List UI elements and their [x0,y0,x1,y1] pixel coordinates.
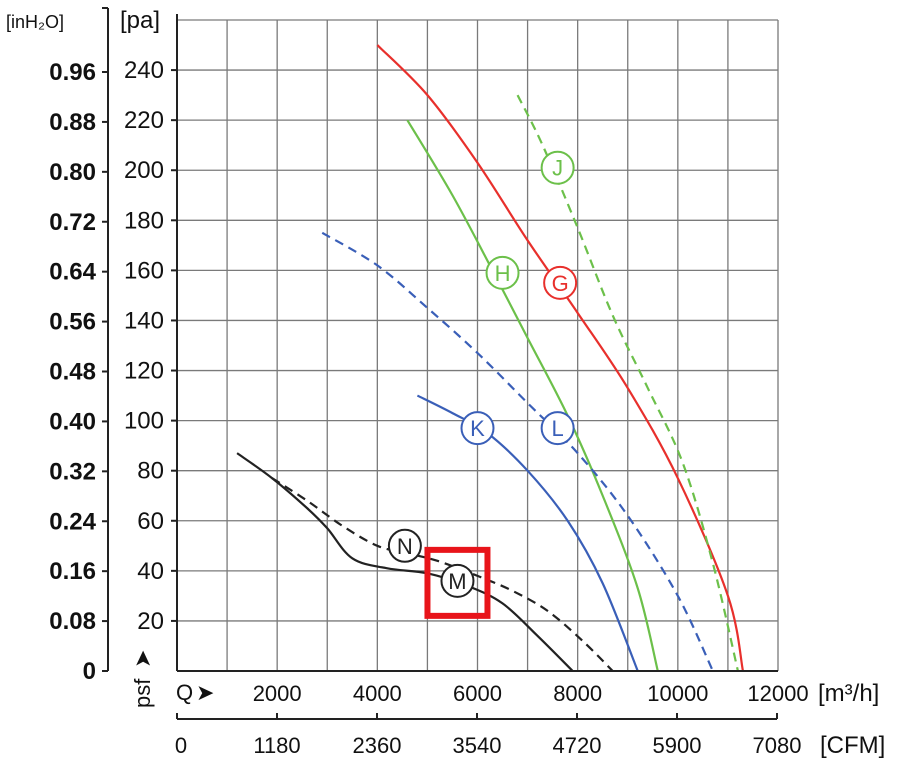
y-primary-tick-label: 20 [137,608,164,635]
x-primary-tick-label: 10000 [647,681,708,706]
x-secondary-tick-label: 2360 [353,733,402,758]
y-secondary-tick-label: 0.16 [49,558,96,585]
series-line-k [416,394,639,672]
marker-label-g: G [552,271,569,296]
marker-circle-m [440,563,475,598]
x-secondary-tick-label: 4720 [553,733,602,758]
series-line-l [321,231,714,672]
y-secondary-tick-label: 0.40 [49,408,96,435]
marker-circle-h [485,255,520,290]
axes: 20 40 60 80 100 120 140 160 180 200 220 240 0 0.08 0.1… [49,7,809,758]
labels: [pa] [inH₂O] [m³/h] [CFM] Q ➤ psf ➤ [6,7,885,759]
y-primary-tick-label: 200 [124,157,164,184]
y-primary-tick-label: 160 [124,257,164,284]
q-arrow-icon: ➤ [196,680,214,705]
y-secondary-tick-label: 0.80 [49,159,96,186]
y-primary-tick-label: 60 [137,508,164,535]
y-primary-tick-label: 80 [137,458,164,485]
psf-arrow-icon: ➤ [130,650,155,668]
y-primary-tick-label: 180 [124,207,164,234]
marker-label-l: L [552,416,564,441]
x-secondary-tick-label: 5900 [653,733,702,758]
y-primary-unit: [pa] [120,7,160,34]
x-secondary-tick-label: 1180 [253,733,300,758]
marker-circle-g [543,265,578,300]
markers-group: J H G K L N M [387,150,578,619]
y-secondary-tick-label: 0.32 [49,458,96,485]
marker-label-m: M [448,569,466,594]
x-secondary-tick-label: 7080 [753,733,802,758]
y-secondary-tick-label: 0.56 [49,309,96,336]
series-line-m [236,452,574,672]
marker-label-j: J [552,156,563,181]
grid [177,19,779,671]
x-primary-tick-label: 4000 [353,681,402,706]
y-primary-tick-label: 220 [124,107,164,134]
x-secondary-tick-label: 0 [175,733,187,758]
y-primary-tick-label: 140 [124,307,164,334]
y-primary-tick-label: 240 [124,57,164,84]
marker-circle-j [540,150,575,185]
y-secondary-tick-label: 0.48 [49,359,96,386]
marker-label-k: K [470,416,485,441]
x-secondary-tick-label: 3540 [453,733,502,758]
x-axis-label: Q [176,680,193,705]
series-line-g [376,44,745,672]
y-secondary-tick-label: 0 [83,658,96,685]
highlight-box [424,546,491,619]
x-primary-tick-label: 12000 [747,681,808,706]
y-secondary-tick-label: 0.64 [49,259,96,286]
x-secondary-unit: [CFM] [820,732,885,759]
y-secondary-tick-label: 0.88 [49,109,96,136]
y-axis-label: psf [130,678,155,708]
series-line-n [271,477,614,672]
y-secondary-tick-label: 0.24 [49,508,96,535]
marker-circle-n [387,528,422,563]
y-primary-tick-label: 40 [137,558,164,585]
y-primary-tick-label: 100 [124,408,164,435]
marker-circle-l [540,411,575,446]
x-primary-tick-label: 6000 [453,681,502,706]
marker-label-n: N [397,534,413,559]
marker-label-h: H [495,261,511,286]
x-primary-unit: [m³/h] [818,680,879,707]
y-secondary-tick-label: 0.96 [49,59,96,86]
marker-circle-k [460,411,495,446]
y-secondary-tick-label: 0.08 [49,608,96,635]
x-primary-tick-label: 8000 [553,681,602,706]
series-line-h [406,119,659,672]
x-primary-tick-label: 2000 [253,681,302,706]
y-primary-tick-label: 120 [124,358,164,385]
y-secondary-tick-label: 0.72 [49,209,96,236]
y-secondary-unit: [inH₂O] [6,12,64,32]
